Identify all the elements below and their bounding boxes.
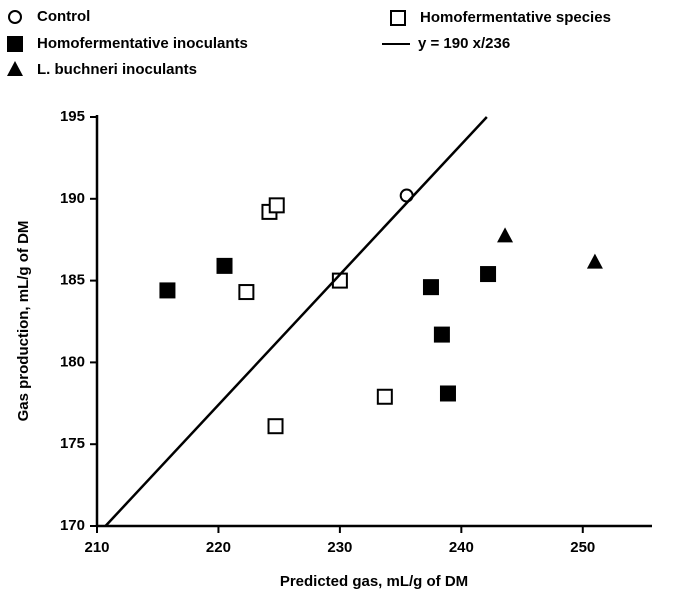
y-tick-label: 175 <box>60 435 85 452</box>
point <box>433 326 450 343</box>
point <box>238 284 255 301</box>
legend-marker <box>8 10 22 24</box>
y-tick-label: 180 <box>60 353 85 370</box>
legend-label: L. buchneri inoculants <box>37 61 197 78</box>
x-tick-label: 250 <box>570 539 595 556</box>
y-axis-label: Gas production, mL/g of DM <box>15 221 32 422</box>
y-tick-label: 185 <box>60 272 85 289</box>
fit-line <box>104 116 488 527</box>
point <box>497 227 514 243</box>
point <box>439 385 456 402</box>
y-tick-label: 170 <box>60 517 85 534</box>
point <box>216 257 233 274</box>
point <box>480 266 497 283</box>
legend-label: Homofermentative inoculants <box>37 35 248 52</box>
point <box>159 282 176 299</box>
legend-label: Homofermentative species <box>420 9 611 26</box>
legend-marker <box>7 36 23 52</box>
point <box>267 418 284 435</box>
legend-label: y = 190 x/236 <box>418 35 510 52</box>
legend-label: Control <box>37 8 90 25</box>
y-tick-label: 190 <box>60 190 85 207</box>
point <box>586 253 603 269</box>
legend-marker <box>390 10 406 26</box>
x-axis-label: Predicted gas, mL/g of DM <box>280 573 468 590</box>
point <box>376 388 393 405</box>
point <box>268 197 285 214</box>
x-tick-label: 230 <box>327 539 352 556</box>
y-tick-label: 195 <box>60 108 85 125</box>
x-tick-label: 210 <box>84 539 109 556</box>
x-tick-label: 220 <box>206 539 231 556</box>
legend-marker <box>7 61 23 76</box>
x-tick-label: 240 <box>449 539 474 556</box>
point <box>422 279 439 296</box>
